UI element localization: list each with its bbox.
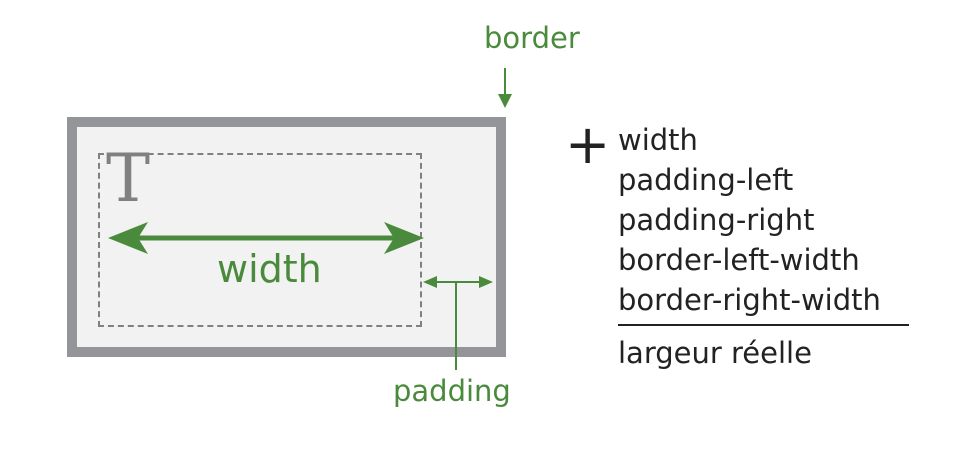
formula-result: largeur réelle (618, 336, 812, 370)
plus-operator: + (565, 113, 611, 176)
sum-rule-line (618, 324, 909, 326)
formula-terms: width padding-left padding-right border-… (618, 120, 881, 320)
formula-term: padding-right (618, 203, 815, 237)
width-label: width (217, 247, 322, 291)
border-pointer-arrowhead (498, 94, 512, 108)
formula-term: border-right-width (618, 283, 881, 317)
formula-term: border-left-width (618, 243, 860, 277)
padding-label: padding (393, 374, 511, 408)
formula-term: padding-left (618, 163, 794, 197)
border-label: border (484, 21, 580, 55)
formula-term: width (618, 123, 698, 157)
content-letter: T (106, 140, 151, 217)
